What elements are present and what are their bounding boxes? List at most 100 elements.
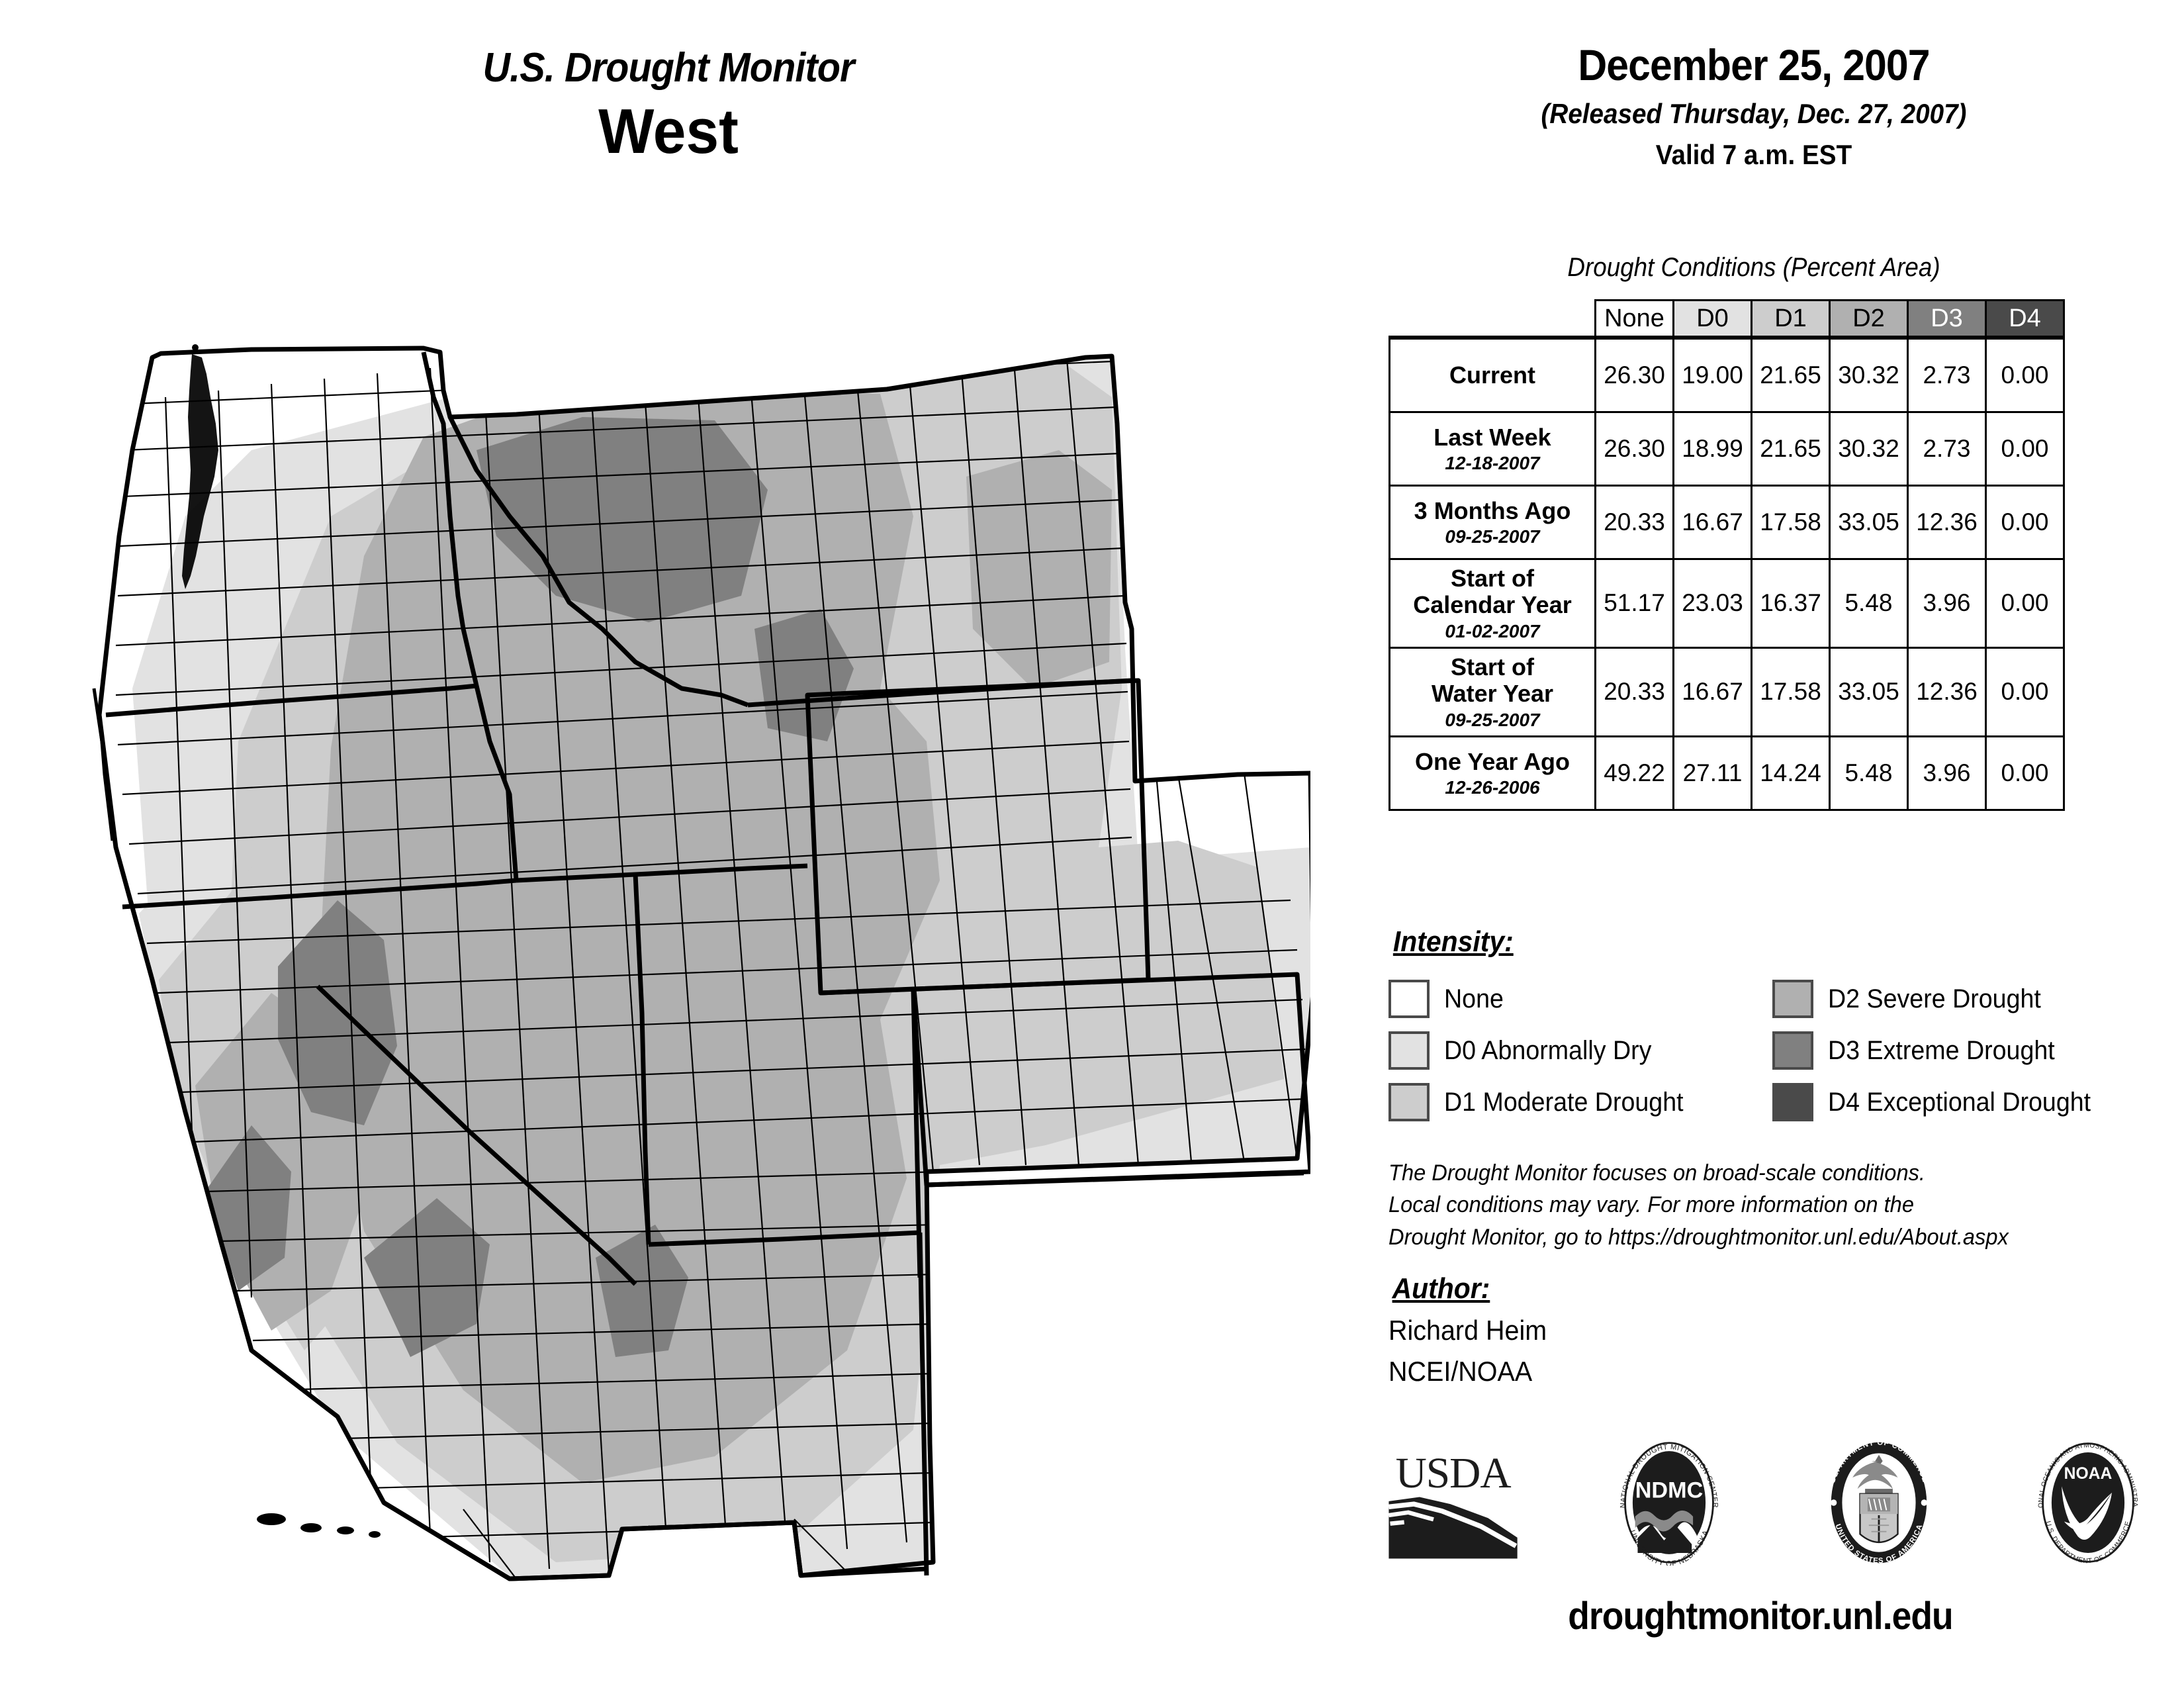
ndmc-logo: NDMC NATIONAL DROUGHT MITIGATION CENTER … <box>1619 1442 1719 1566</box>
legend-grid: None D2 Severe Drought D0 Abnormally Dry… <box>1388 973 2156 1128</box>
cell-none: 49.22 <box>1594 735 1674 811</box>
cell-d3: 3.96 <box>1907 558 1987 649</box>
legend-item-none: None <box>1388 980 1772 1018</box>
row-label-text: 3 Months Ago <box>1414 496 1571 524</box>
swatch-d4-icon <box>1772 1083 1813 1121</box>
svg-text:NOAA: NOAA <box>2064 1465 2113 1483</box>
swatch-d3-icon <box>1772 1031 1813 1070</box>
cell-d4: 0.00 <box>1985 336 2065 413</box>
cell-d3: 12.36 <box>1907 646 1987 737</box>
row-label-3-months-ago: 3 Months Ago 09-25-2007 <box>1388 485 1596 560</box>
cell-d4: 0.00 <box>1985 411 2065 487</box>
disclaimer-line-1: The Drought Monitor focuses on broad-sca… <box>1388 1160 1926 1186</box>
table-row: Start of Calendar Year 01-02-2007 51.17 2… <box>1388 558 2065 649</box>
cell-d1: 21.65 <box>1751 336 1831 413</box>
date-block: December 25, 2007 (Released Thursday, De… <box>1363 40 2144 171</box>
cell-d2: 30.32 <box>1829 336 1909 413</box>
row-label-text: Current <box>1449 361 1535 389</box>
legend-item-d3: D3 Extreme Drought <box>1772 1031 2156 1070</box>
cell-d1: 16.37 <box>1751 558 1831 649</box>
cell-d2: 30.32 <box>1829 411 1909 487</box>
cell-d4: 0.00 <box>1985 485 2065 560</box>
legend-item-d2: D2 Severe Drought <box>1772 980 2156 1018</box>
cell-d4: 0.00 <box>1985 558 2065 649</box>
row-label-current: Current <box>1388 336 1596 413</box>
cell-d0: 27.11 <box>1672 735 1752 811</box>
row-label-date: 12-18-2007 <box>1445 452 1540 473</box>
author-affiliation: NCEI/NOAA <box>1388 1356 1533 1387</box>
intensity-legend: Intensity: None D2 Severe Drought D0 Abn… <box>1388 925 2156 1128</box>
table-corner-cell <box>1390 301 1596 338</box>
cell-d2: 33.05 <box>1829 485 1909 560</box>
col-header-d3: D3 <box>1907 299 1987 339</box>
coastline-detail <box>92 344 218 841</box>
drought-intensity-layers <box>132 354 1310 1579</box>
drought-conditions-table: None D0 D1 D2 D3 D4 Current 26.30 19.00 … <box>1388 299 2065 811</box>
table-row: Start of Water Year 09-25-2007 20.33 16.6… <box>1388 646 2065 737</box>
usda-logo: USDA <box>1388 1450 1518 1559</box>
noaa-logo: NOAA NATIONAL OCEANIC AND ATMOSPHERIC AD… <box>2025 1440 2138 1565</box>
cell-d1: 17.58 <box>1751 485 1831 560</box>
report-date: December 25, 2007 <box>1578 40 1930 89</box>
logo-row: USDA NDMC NATIONAL DROUGHT MITIGATION CE… <box>1383 1436 2151 1569</box>
cell-d0: 16.67 <box>1672 646 1752 737</box>
cell-none: 26.30 <box>1594 336 1674 413</box>
state-boundaries <box>97 346 1310 1581</box>
row-label-date: 09-25-2007 <box>1445 709 1540 730</box>
author-block: Author: Richard Heim NCEI/NOAA <box>1388 1272 1557 1387</box>
table-row: 3 Months Ago 09-25-2007 20.33 16.67 17.5… <box>1388 485 2065 560</box>
row-label-one-year-ago: One Year Ago 12-26-2006 <box>1388 735 1596 811</box>
cell-d2: 5.48 <box>1829 558 1909 649</box>
table-caption: Drought Conditions (Percent Area) <box>1567 253 1940 282</box>
valid-time: Valid 7 a.m. EST <box>1655 139 1852 170</box>
table-row: One Year Ago 12-26-2006 49.22 27.11 14.2… <box>1388 735 2065 811</box>
author-heading: Author: <box>1392 1272 1490 1305</box>
table-row: Last Week 12-18-2007 26.30 18.99 21.65 3… <box>1388 411 2065 487</box>
row-label-text: One Year Ago <box>1414 747 1570 775</box>
cell-d0: 19.00 <box>1672 336 1752 413</box>
row-label-date: 01-02-2007 <box>1445 620 1540 641</box>
cell-d3: 2.73 <box>1907 336 1987 413</box>
cell-d1: 21.65 <box>1751 411 1831 487</box>
row-label-text: Start of Calendar Year <box>1413 565 1572 619</box>
disclaimer-line-2: Local conditions may vary. For more info… <box>1388 1192 1914 1218</box>
legend-label-d1: D1 Moderate Drought <box>1444 1087 1684 1117</box>
cell-none: 26.30 <box>1594 411 1674 487</box>
col-header-none: None <box>1594 299 1674 339</box>
row-label-text: Start of Water Year <box>1431 653 1554 708</box>
cell-none: 51.17 <box>1594 558 1674 649</box>
row-label-date: 09-25-2007 <box>1445 526 1540 547</box>
cell-d3: 3.96 <box>1907 735 1987 811</box>
row-label-start-calendar-year: Start of Calendar Year 01-02-2007 <box>1388 558 1596 649</box>
legend-label-d0: D0 Abnormally Dry <box>1444 1035 1652 1065</box>
cell-d0: 16.67 <box>1672 485 1752 560</box>
cell-d4: 0.00 <box>1985 735 2065 811</box>
swatch-d1-icon <box>1388 1083 1430 1121</box>
col-header-d0: D0 <box>1672 299 1752 339</box>
title-block: U.S. Drought Monitor West <box>0 46 1337 165</box>
cell-d1: 14.24 <box>1751 735 1831 811</box>
release-date: (Released Thursday, Dec. 27, 2007) <box>1541 98 1967 129</box>
swatch-d0-icon <box>1388 1031 1430 1070</box>
cell-none: 20.33 <box>1594 485 1674 560</box>
disclaimer-text: The Drought Monitor focuses on broad-sca… <box>1388 1157 2138 1253</box>
drought-map-svg[interactable] <box>53 318 1310 1615</box>
doc-logo: DEPARTMENT OF COMMERCE UNITED STATES OF … <box>1829 1440 1928 1565</box>
site-url[interactable]: droughtmonitor.unl.edu <box>1568 1595 1953 1638</box>
legend-label-d2: D2 Severe Drought <box>1828 984 2041 1013</box>
legend-label-none: None <box>1444 984 1504 1013</box>
cell-d1: 17.58 <box>1751 646 1831 737</box>
legend-item-d1: D1 Moderate Drought <box>1388 1083 1772 1121</box>
west-region-drought-map[interactable] <box>53 318 1310 1615</box>
legend-label-d4: D4 Exceptional Drought <box>1828 1087 2091 1117</box>
channel-islands <box>257 1513 381 1538</box>
col-header-d4: D4 <box>1985 299 2065 339</box>
table-body: Current 26.30 19.00 21.65 30.32 2.73 0.0… <box>1388 336 2065 811</box>
disclaimer-line-3[interactable]: Drought Monitor, go to https://droughtmo… <box>1388 1224 2009 1250</box>
cell-d0: 23.03 <box>1672 558 1752 649</box>
cell-none: 20.33 <box>1594 646 1674 737</box>
region-title: West <box>598 96 739 167</box>
row-label-last-week: Last Week 12-18-2007 <box>1388 411 1596 487</box>
svg-text:NDMC: NDMC <box>1635 1477 1704 1503</box>
legend-item-d4: D4 Exceptional Drought <box>1772 1083 2156 1121</box>
